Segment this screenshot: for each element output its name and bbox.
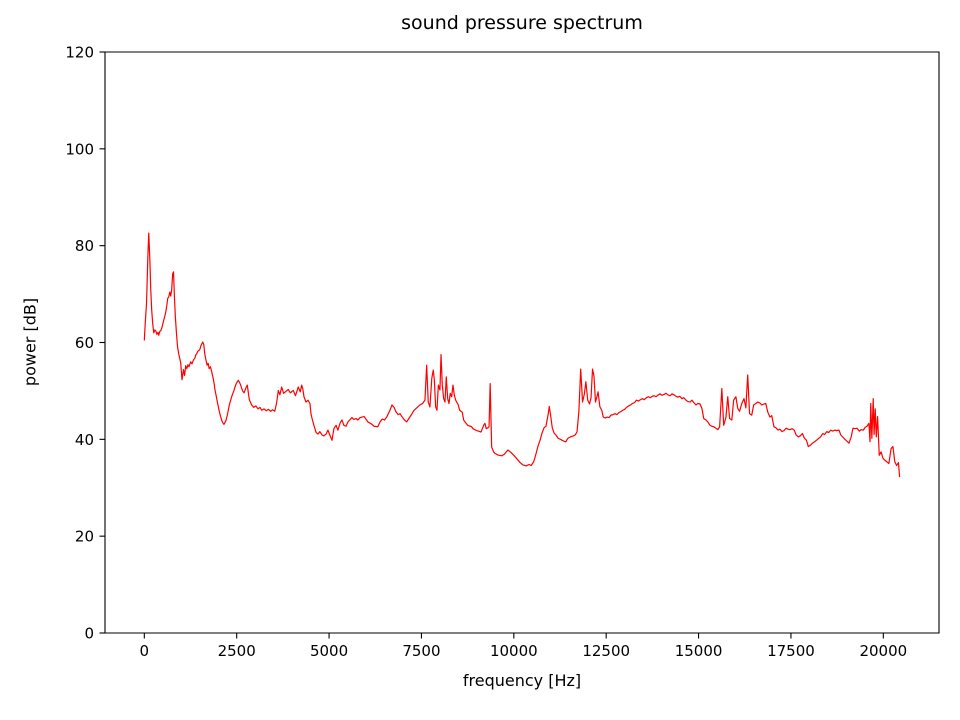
- x-tick-label: 15000: [675, 642, 723, 660]
- y-tick-label: 20: [75, 528, 94, 546]
- x-tick-label: 12500: [582, 642, 630, 660]
- x-tick-label: 20000: [859, 642, 907, 660]
- x-tick-label: 17500: [767, 642, 815, 660]
- spectrum-line: [143, 232, 901, 478]
- axes-frame: [104, 51, 940, 634]
- y-tick-label: 40: [75, 431, 94, 449]
- x-tick-label: 2500: [218, 642, 256, 660]
- x-tick-label: 10000: [490, 642, 538, 660]
- y-tick-label: 0: [84, 625, 94, 643]
- chart-title: sound pressure spectrum: [401, 12, 643, 34]
- y-tick-label: 80: [75, 237, 94, 255]
- x-axis-label: frequency [Hz]: [462, 671, 582, 690]
- y-tick-label: 60: [75, 334, 94, 352]
- x-tick-label: 7500: [402, 642, 440, 660]
- y-tick-label: 120: [65, 44, 94, 62]
- x-tick-label: 5000: [310, 642, 348, 660]
- y-tick-label: 100: [65, 140, 94, 158]
- x-tick-label: 0: [140, 642, 150, 660]
